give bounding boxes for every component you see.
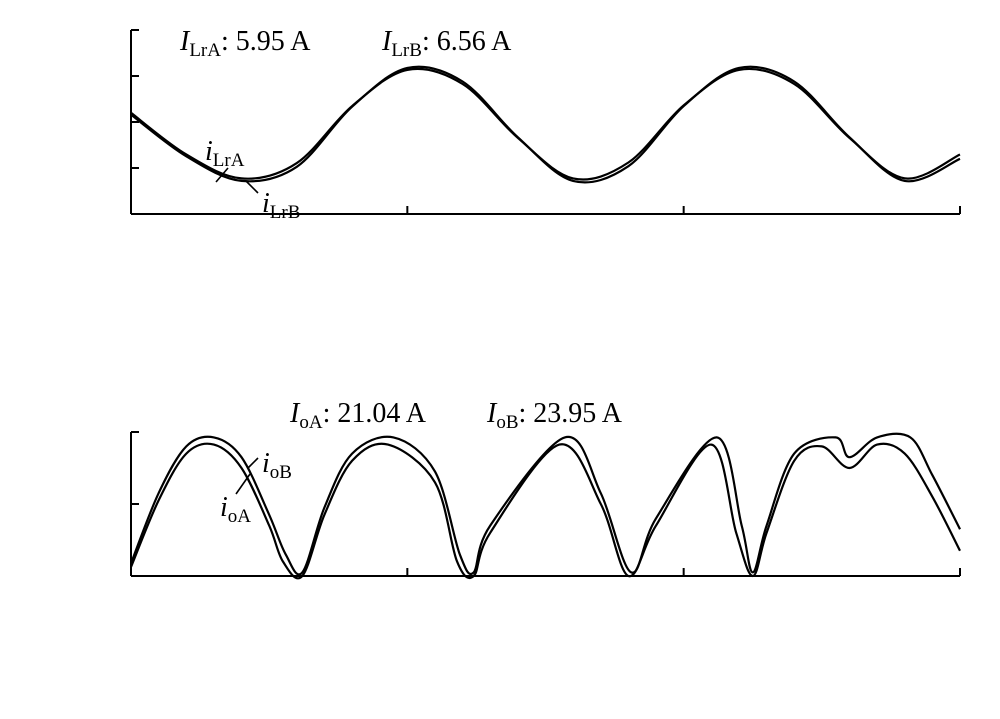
series-label-iLrA: iLrA (205, 136, 245, 171)
chart-panel-b: IoA: 21.04 A IoB: 23.95 A ioA ioB (129, 398, 961, 580)
series-leader (245, 180, 259, 194)
series-leader (235, 473, 251, 495)
chart-panel-a: ILrA: 5.95 A ILrB: 6.56 A iLrA iLrB (130, 26, 961, 223)
series-label-ioA: ioA (220, 492, 251, 527)
series-label-ioB: ioB (262, 448, 292, 483)
series-leader (247, 457, 259, 469)
series-line-ioB (129, 432, 961, 576)
rms-annotation: IoB: 23.95 A (486, 398, 623, 433)
series-label-iLrB: iLrB (262, 188, 300, 223)
rms-annotation: ILrB: 6.56 A (381, 26, 512, 61)
rms-annotation: IoA: 21.04 A (289, 398, 427, 433)
series-line-ioA (129, 442, 961, 580)
series-line-iLrB (130, 65, 961, 184)
rms-annotation: ILrA: 5.95 A (179, 26, 311, 61)
